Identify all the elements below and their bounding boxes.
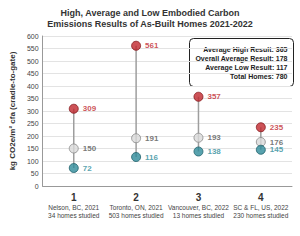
svg-text:200: 200 — [27, 133, 39, 140]
svg-text:176: 176 — [269, 137, 284, 147]
svg-text:116: 116 — [145, 153, 158, 162]
svg-text:235: 235 — [270, 123, 284, 132]
svg-text:138: 138 — [207, 147, 221, 156]
svg-text:13 homes studied: 13 homes studied — [173, 212, 225, 219]
svg-text:600: 600 — [27, 33, 39, 40]
svg-text:Vancouver, BC, 2022: Vancouver, BC, 2022 — [168, 204, 229, 211]
svg-text:SC & FL, US, 2022: SC & FL, US, 2022 — [233, 204, 289, 211]
svg-text:150: 150 — [27, 145, 39, 152]
svg-text:3: 3 — [196, 192, 202, 203]
svg-text:Toronto, ON, 2021: Toronto, ON, 2021 — [110, 204, 163, 211]
svg-text:High, Average and Low Embodied: High, Average and Low Embodied Carbon — [61, 8, 240, 18]
svg-text:Nelson, BC, 2021: Nelson, BC, 2021 — [48, 204, 99, 211]
svg-text:300: 300 — [27, 108, 39, 115]
svg-text:150: 150 — [83, 144, 97, 153]
svg-text:193: 193 — [207, 133, 221, 142]
svg-text:400: 400 — [27, 83, 39, 90]
svg-text:550: 550 — [27, 45, 39, 52]
svg-text:503 homes studied: 503 homes studied — [109, 212, 164, 219]
svg-text:561: 561 — [145, 41, 159, 50]
svg-text:0: 0 — [35, 183, 39, 190]
svg-text:191: 191 — [145, 134, 159, 143]
svg-text:450: 450 — [27, 70, 39, 77]
svg-text:230 homes studied: 230 homes studied — [233, 212, 288, 219]
svg-text:4: 4 — [258, 192, 264, 203]
svg-text:50: 50 — [31, 170, 39, 177]
svg-text:72: 72 — [83, 164, 92, 173]
svg-text:34 homes studied: 34 homes studied — [48, 212, 100, 219]
svg-text:350: 350 — [27, 95, 39, 102]
svg-text:357: 357 — [207, 92, 221, 101]
svg-text:309: 309 — [83, 104, 97, 113]
svg-text:Average Low Result: 117: Average Low Result: 117 — [205, 64, 287, 72]
svg-text:100: 100 — [27, 158, 39, 165]
svg-text:Average High Result: 365: Average High Result: 365 — [203, 46, 287, 54]
svg-text:Overall Average Result: 178: Overall Average Result: 178 — [195, 54, 288, 62]
svg-text:kg CO2e/m² cfa (cradle-to-gate: kg CO2e/m² cfa (cradle-to-gate) — [8, 51, 17, 170]
svg-text:500: 500 — [27, 58, 39, 65]
svg-text:145: 145 — [270, 145, 284, 154]
svg-text:Emissions Results of As-Built: Emissions Results of As-Built Homes 2021… — [47, 19, 253, 29]
svg-text:250: 250 — [27, 120, 39, 127]
svg-text:1: 1 — [71, 192, 77, 203]
svg-text:2: 2 — [133, 192, 139, 203]
svg-text:Total Homes: 780: Total Homes: 780 — [230, 72, 288, 80]
